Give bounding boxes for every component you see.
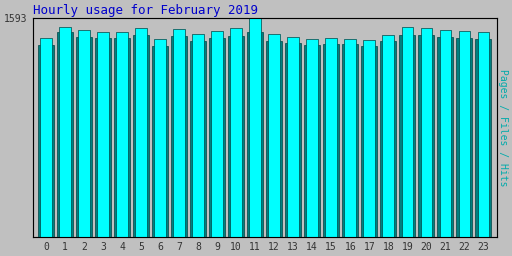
Bar xyxy=(459,31,470,237)
Bar xyxy=(114,38,130,237)
Bar xyxy=(211,31,223,237)
Bar xyxy=(326,38,337,237)
Bar xyxy=(190,41,206,237)
Bar xyxy=(364,40,375,237)
Bar xyxy=(440,30,451,237)
Bar xyxy=(418,35,434,237)
Bar xyxy=(249,18,261,237)
Bar xyxy=(171,36,187,237)
Bar xyxy=(476,39,492,237)
Bar xyxy=(401,27,413,237)
Bar xyxy=(78,30,90,237)
Bar xyxy=(266,41,282,237)
Bar xyxy=(382,35,394,237)
Bar xyxy=(304,45,320,237)
Bar xyxy=(345,39,356,237)
Text: Hourly usage for February 2019: Hourly usage for February 2019 xyxy=(33,4,258,17)
Bar xyxy=(193,34,204,237)
Bar xyxy=(152,46,168,237)
Y-axis label: Pages / Files / Hits: Pages / Files / Hits xyxy=(498,69,508,186)
Bar xyxy=(285,43,301,237)
Bar xyxy=(380,41,396,237)
Bar xyxy=(38,45,54,237)
Bar xyxy=(59,27,71,237)
Bar xyxy=(399,35,415,237)
Bar xyxy=(323,44,339,237)
Bar xyxy=(478,33,489,237)
Bar xyxy=(116,33,127,237)
Bar xyxy=(361,46,377,237)
Bar xyxy=(76,37,92,237)
Bar xyxy=(456,38,473,237)
Bar xyxy=(268,34,280,237)
Bar xyxy=(230,28,242,237)
Bar xyxy=(306,39,318,237)
Bar xyxy=(97,32,109,237)
Bar xyxy=(437,37,453,237)
Bar xyxy=(154,39,166,237)
Bar xyxy=(228,36,244,237)
Bar xyxy=(57,33,73,237)
Bar xyxy=(287,37,299,237)
Bar xyxy=(173,29,185,237)
Bar xyxy=(247,33,263,237)
Bar xyxy=(135,28,147,237)
Bar xyxy=(420,28,432,237)
Bar xyxy=(133,35,149,237)
Bar xyxy=(40,38,52,237)
Bar xyxy=(95,38,111,237)
Bar xyxy=(209,38,225,237)
Bar xyxy=(343,44,358,237)
